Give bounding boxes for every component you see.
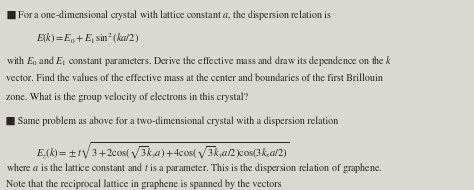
Text: $E_z(k) = \pm t\sqrt{3 + 2\cos(\sqrt{3}k_y a) + 4\cos(\sqrt{3}k_y a / 2)\cos(3k_: $E_z(k) = \pm t\sqrt{3 + 2\cos(\sqrt{3}k…: [36, 140, 289, 161]
Text: vector. Find the values of the effective mass at the center and boundaries of th: vector. Find the values of the effective…: [6, 73, 383, 83]
Text: zone. What is the group velocity of electrons in this crystal?: zone. What is the group velocity of elec…: [6, 92, 248, 102]
Text: where $a$ is the lattice constant and $t$ is a parameter. This is the dispersion: where $a$ is the lattice constant and $t…: [6, 161, 383, 175]
Text: ■ For a one-dimensional crystal with lattice constant $a$, the dispersion relati: ■ For a one-dimensional crystal with lat…: [6, 8, 332, 22]
Text: Note that the reciprocal lattice in graphene is spanned by the vectors: Note that the reciprocal lattice in grap…: [6, 180, 282, 189]
Text: $E(k) = E_0 + E_1 \sin^2(ka / 2)$: $E(k) = E_0 + E_1 \sin^2(ka / 2)$: [36, 31, 138, 46]
Text: ■ Same problem as above for a two-dimensional crystal with a dispersion relation: ■ Same problem as above for a two-dimens…: [6, 117, 338, 127]
Text: with $E_0$ and $E_1$ constant parameters. Derive the effective mass and draw its: with $E_0$ and $E_1$ constant parameters…: [6, 54, 392, 68]
